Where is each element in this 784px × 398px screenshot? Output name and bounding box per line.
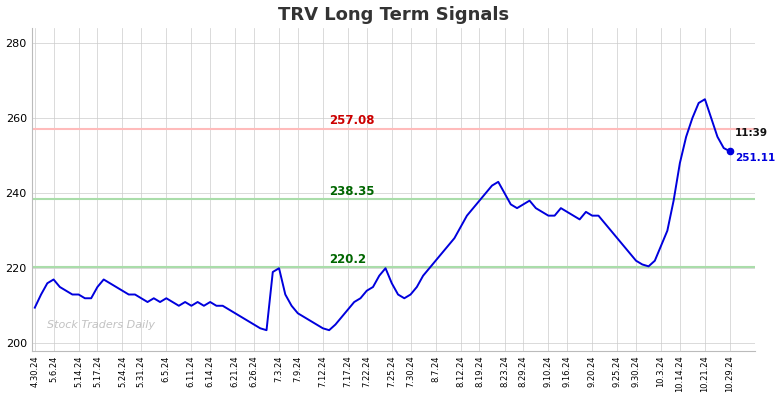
Text: 238.35: 238.35 [329,185,375,198]
Point [724,148,736,154]
Text: 257.08: 257.08 [329,115,375,127]
Text: 11:39: 11:39 [735,128,768,138]
Text: 220.2: 220.2 [329,253,366,266]
Text: Stock Traders Daily: Stock Traders Daily [47,320,155,330]
Title: TRV Long Term Signals: TRV Long Term Signals [278,6,509,23]
Text: 251.11: 251.11 [735,153,775,163]
